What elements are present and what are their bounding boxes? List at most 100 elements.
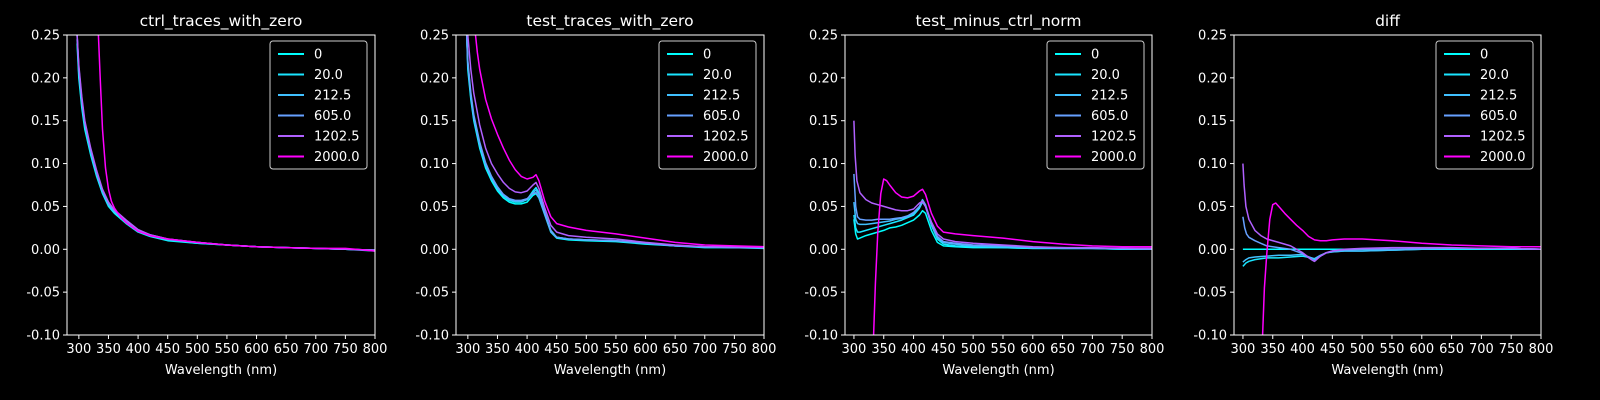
legend-entry: 212.5 <box>703 89 740 104</box>
chart-panel-1: -0.10 -0.05 0.00 0.05 0.10 0.15 0.20 0.25 300 350… <box>26 12 387 378</box>
y-tick-label: 0.15 <box>809 114 838 129</box>
x-tick-label: 300 <box>1231 342 1256 357</box>
y-tick-label: -0.10 <box>1193 329 1227 344</box>
legend-entry: 2000.0 <box>1480 150 1526 165</box>
legend-entry: 1202.5 <box>1091 130 1137 145</box>
y-tick-label: 0.10 <box>809 157 838 172</box>
x-tick-label: 700 <box>1080 342 1105 357</box>
y-tick-label: 0.05 <box>420 200 449 215</box>
x-tick-label: 750 <box>722 342 747 357</box>
series-line-212-5 <box>1242 247 1541 263</box>
x-tick-label: 600 <box>1409 342 1434 357</box>
series-line-20-0 <box>1242 247 1541 267</box>
x-tick-label: 350 <box>871 342 896 357</box>
legend-entry: 20.0 <box>314 68 343 83</box>
legend-entry: 605.0 <box>1480 109 1517 124</box>
y-tick-label: 0.20 <box>1198 71 1227 86</box>
x-tick-label: 400 <box>515 342 540 357</box>
legend-entry: 605.0 <box>314 109 351 124</box>
y-tick-label: -0.05 <box>26 286 60 301</box>
legend: 0 20.0 212.5 605.0 1202.5 2000.0 <box>269 40 368 170</box>
y-tick-label: 0.25 <box>809 29 838 44</box>
x-tick-label: 650 <box>1439 342 1464 357</box>
legend: 0 20.0 212.5 605.0 1202.5 2000.0 <box>1046 40 1145 170</box>
legend-entry: 212.5 <box>1480 89 1517 104</box>
x-tick-label: 350 <box>1260 342 1285 357</box>
y-tick-label: 0.20 <box>809 71 838 86</box>
chart-panel-3: -0.10 -0.05 0.00 0.05 0.10 0.15 0.20 0.25 300 350… <box>804 12 1164 378</box>
series-line-605-0 <box>853 173 1152 251</box>
series-group <box>853 120 1152 335</box>
y-tick-label: -0.10 <box>26 329 60 344</box>
x-tick-label: 350 <box>96 342 121 357</box>
legend-entry: 20.0 <box>703 68 732 83</box>
series-line-20-0 <box>853 201 1152 251</box>
chart-panel-4: -0.10 -0.05 0.00 0.05 0.10 0.15 0.20 0.25 300 350… <box>1193 12 1553 378</box>
x-tick-label: 700 <box>303 342 328 357</box>
x-tick-label: 800 <box>752 342 777 357</box>
x-axis-label: Wavelength (nm) <box>942 363 1054 378</box>
x-tick-label: 650 <box>1050 342 1075 357</box>
y-tick-label: 0.10 <box>1198 157 1227 172</box>
y-tick-label: 0.05 <box>1198 200 1227 215</box>
y-tick-label: -0.05 <box>415 286 449 301</box>
series-line-1202-5 <box>853 120 1152 250</box>
plot-frame <box>1233 34 1542 336</box>
x-tick-label: 450 <box>931 342 956 357</box>
legend-entry: 20.0 <box>1091 68 1120 83</box>
x-tick-label: 750 <box>1110 342 1135 357</box>
x-tick-label: 500 <box>185 342 210 357</box>
series-line-212-5 <box>853 198 1152 251</box>
x-tick-label: 650 <box>274 342 299 357</box>
x-tick-label: 300 <box>66 342 91 357</box>
legend: 0 20.0 212.5 605.0 1202.5 2000.0 <box>658 40 757 170</box>
x-tick-label: 450 <box>1320 342 1345 357</box>
plot-frame <box>844 34 1153 336</box>
series-line-1202-5 <box>467 35 764 249</box>
plot-frame <box>66 34 376 336</box>
x-tick-label: 500 <box>961 342 986 357</box>
legend-entry: 0 <box>703 48 711 63</box>
legend-entry: 2000.0 <box>703 150 749 165</box>
series-line-2000-0 <box>872 178 1152 335</box>
x-tick-label: 400 <box>1290 342 1315 357</box>
legend-entry: 20.0 <box>1480 68 1509 83</box>
y-tick-label: 0.05 <box>31 200 60 215</box>
x-tick-label: 600 <box>633 342 658 357</box>
x-tick-label: 450 <box>155 342 180 357</box>
x-axis-label: Wavelength (nm) <box>554 363 666 378</box>
x-tick-label: 750 <box>333 342 358 357</box>
y-tick-label: 0.00 <box>31 243 60 258</box>
legend-entry: 2000.0 <box>314 150 360 165</box>
x-tick-label: 800 <box>1140 342 1165 357</box>
legend-entry: 2000.0 <box>1091 150 1137 165</box>
y-tick-label: 0.25 <box>1198 29 1227 44</box>
series-line-605-0 <box>465 35 764 249</box>
x-tick-label: 450 <box>544 342 569 357</box>
chart-title: test_traces_with_zero <box>526 12 693 31</box>
y-tick-label: 0.00 <box>809 243 838 258</box>
series-line-1202-5 <box>1242 163 1541 263</box>
y-tick-label: -0.10 <box>804 329 838 344</box>
legend-entry: 1202.5 <box>1480 130 1526 145</box>
chart-title: ctrl_traces_with_zero <box>140 12 303 31</box>
legend-entry: 605.0 <box>1091 109 1128 124</box>
x-tick-label: 550 <box>991 342 1016 357</box>
y-tick-label: 0.00 <box>1198 243 1227 258</box>
y-tick-label: -0.05 <box>1193 286 1227 301</box>
y-tick-label: 0.20 <box>31 71 60 86</box>
legend-entry: 212.5 <box>314 89 351 104</box>
y-tick-label: 0.25 <box>420 29 449 44</box>
series-group <box>76 35 375 252</box>
y-tick-label: 0.10 <box>420 157 449 172</box>
x-tick-label: 800 <box>363 342 388 357</box>
y-tick-label: 0.15 <box>1198 114 1227 129</box>
series-line-2000-0 <box>97 35 375 252</box>
x-tick-label: 300 <box>455 342 480 357</box>
y-tick-label: 0.00 <box>420 243 449 258</box>
chart-panel-2: -0.10 -0.05 0.00 0.05 0.10 0.15 0.20 0.25 300 350… <box>415 12 776 378</box>
x-tick-label: 500 <box>1350 342 1375 357</box>
legend-entry: 605.0 <box>703 109 740 124</box>
legend-entry: 0 <box>314 48 322 63</box>
